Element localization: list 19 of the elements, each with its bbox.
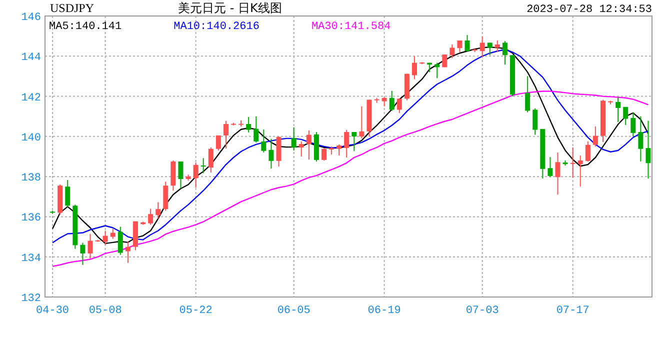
y-tick-label: 138 (21, 172, 41, 185)
x-tick-label: 06-05 (277, 305, 310, 317)
y-tick-label: 140 (21, 132, 41, 144)
y-tick-label: 142 (21, 92, 41, 104)
legend: MA5:140.141 MA10:140.2616 MA30:141.584 (49, 21, 391, 33)
x-tick-label: 06-19 (368, 305, 401, 317)
x-tick-label: 04-30 (36, 305, 70, 317)
y-tick-label: 132 (21, 293, 41, 305)
x-tick-label: 05-22 (179, 305, 212, 317)
y-tick-label: 134 (21, 252, 42, 265)
text: 2023-07-28 12:34:53 (526, 4, 652, 16)
y-tick-label: 146 (21, 12, 41, 24)
y-tick-label: 136 (21, 212, 41, 225)
y-tick-label: 144 (21, 52, 42, 64)
x-tick-label: 07-17 (556, 305, 590, 317)
chart-subtitle: USDJPY (50, 1, 94, 15)
chart-title: 美元日元 - 日K线图 (178, 1, 282, 15)
x-tick-label: 07-03 (466, 305, 499, 317)
x-tick-label: 05-08 (88, 305, 122, 317)
